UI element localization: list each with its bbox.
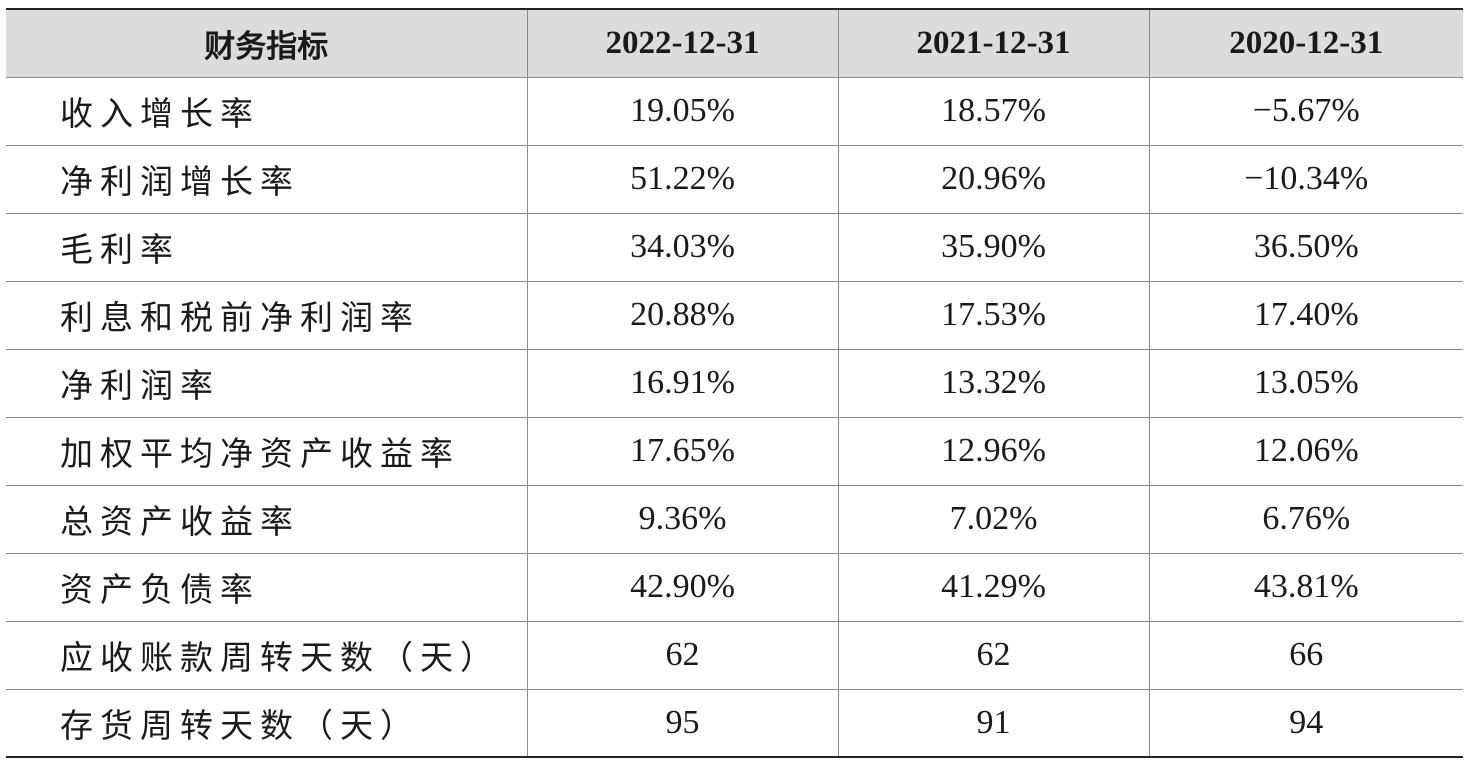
row-label: 存货周转天数（天） [6, 689, 527, 758]
cell-2021: 35.90% [837, 213, 1149, 282]
header-2022: 2022-12-31 [526, 8, 838, 78]
row-label: 利息和税前净利润率 [6, 281, 527, 350]
financial-indicators-table: 财务指标 2022-12-31 2021-12-31 2020-12-31 收入… [6, 8, 1463, 758]
cell-2021: 41.29% [837, 553, 1149, 622]
cell-2021: 13.32% [837, 349, 1149, 418]
table-row: 利息和税前净利润率 20.88% 17.53% 17.40% [6, 281, 1463, 350]
table-row: 存货周转天数（天） 95 91 94 [6, 689, 1463, 758]
table-row: 资产负债率 42.90% 41.29% 43.81% [6, 553, 1463, 622]
cell-2021: 17.53% [837, 281, 1149, 350]
table-row: 加权平均净资产收益率 17.65% 12.96% 12.06% [6, 417, 1463, 486]
table-row: 应收账款周转天数（天） 62 62 66 [6, 621, 1463, 690]
table-row: 净利润率 16.91% 13.32% 13.05% [6, 349, 1463, 418]
cell-2021: 62 [837, 621, 1149, 690]
cell-2022: 20.88% [526, 281, 838, 350]
cell-2020: 66 [1148, 621, 1463, 690]
cell-2022: 62 [526, 621, 838, 690]
header-indicator: 财务指标 [6, 8, 527, 78]
table-row: 收入增长率 19.05% 18.57% −5.67% [6, 77, 1463, 146]
cell-2021: 12.96% [837, 417, 1149, 486]
cell-2020: 13.05% [1148, 349, 1463, 418]
table-row: 总资产收益率 9.36% 7.02% 6.76% [6, 485, 1463, 554]
cell-2020: 6.76% [1148, 485, 1463, 554]
header-2021: 2021-12-31 [837, 8, 1149, 78]
cell-2022: 51.22% [526, 145, 838, 214]
cell-2022: 42.90% [526, 553, 838, 622]
table-row: 净利润增长率 51.22% 20.96% −10.34% [6, 145, 1463, 214]
row-label: 收入增长率 [6, 77, 527, 146]
cell-2022: 34.03% [526, 213, 838, 282]
header-2020: 2020-12-31 [1148, 8, 1463, 78]
cell-2021: 18.57% [837, 77, 1149, 146]
cell-2020: −5.67% [1148, 77, 1463, 146]
cell-2021: 7.02% [837, 485, 1149, 554]
row-label: 净利润率 [6, 349, 527, 418]
cell-2022: 19.05% [526, 77, 838, 146]
row-label: 应收账款周转天数（天） [6, 621, 527, 690]
row-label: 净利润增长率 [6, 145, 527, 214]
row-label: 总资产收益率 [6, 485, 527, 554]
row-label: 毛利率 [6, 213, 527, 282]
cell-2021: 20.96% [837, 145, 1149, 214]
header-row: 财务指标 2022-12-31 2021-12-31 2020-12-31 [6, 8, 1463, 78]
row-label: 资产负债率 [6, 553, 527, 622]
cell-2020: 17.40% [1148, 281, 1463, 350]
cell-2022: 9.36% [526, 485, 838, 554]
cell-2020: 36.50% [1148, 213, 1463, 282]
row-label: 加权平均净资产收益率 [6, 417, 527, 486]
cell-2020: 94 [1148, 689, 1463, 758]
cell-2021: 91 [837, 689, 1149, 758]
cell-2022: 17.65% [526, 417, 838, 486]
table-row: 毛利率 34.03% 35.90% 36.50% [6, 213, 1463, 282]
cell-2020: 43.81% [1148, 553, 1463, 622]
cell-2020: 12.06% [1148, 417, 1463, 486]
cell-2022: 16.91% [526, 349, 838, 418]
cell-2020: −10.34% [1148, 145, 1463, 214]
cell-2022: 95 [526, 689, 838, 758]
